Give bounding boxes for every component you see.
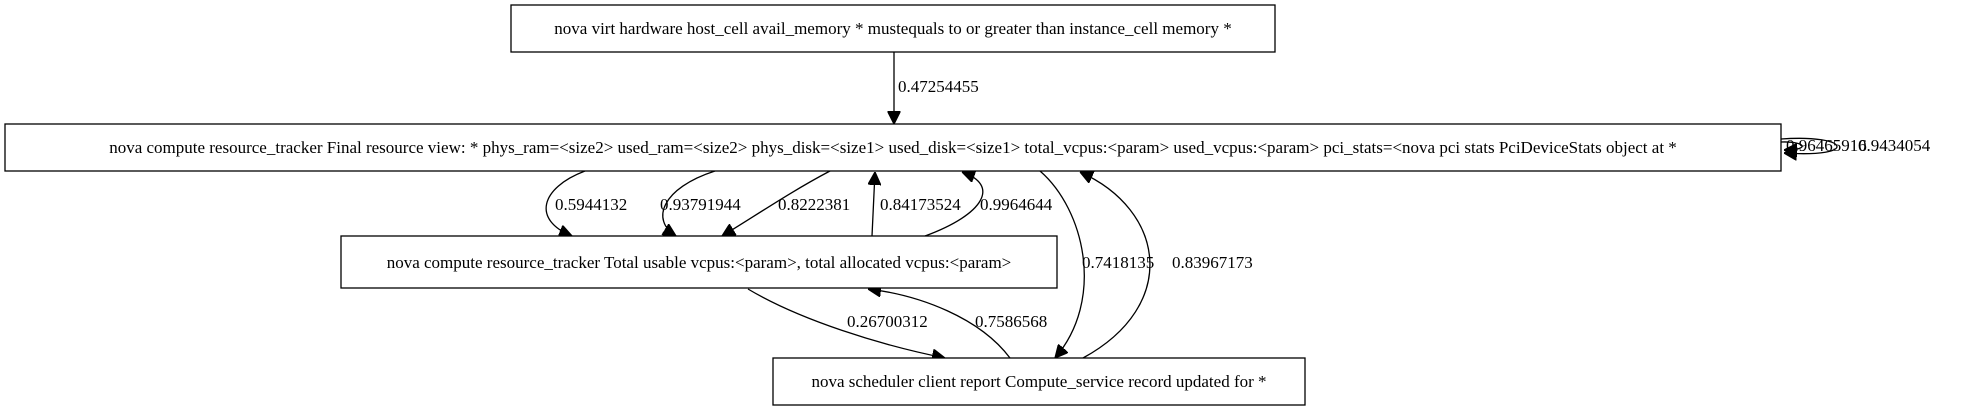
edge-label: 0.83967173	[1172, 253, 1253, 272]
node-label: nova compute resource_tracker Total usab…	[387, 253, 1012, 272]
edge-label: 0.26700312	[847, 312, 928, 331]
edge-label: 0.7418135	[1082, 253, 1154, 272]
edge-label: 0.96465916	[1786, 136, 1867, 155]
edge-scheduler-to-usable: 0.7586568	[868, 289, 1047, 359]
edge-final-to-usable-3: 0.8222381	[722, 170, 850, 236]
edge-scheduler-to-final: 0.83967173	[1080, 172, 1253, 359]
edge-label: 0.5944132	[555, 195, 627, 214]
edge-final-to-scheduler: 0.7418135	[1039, 170, 1154, 358]
edge-usable-to-scheduler: 0.26700312	[747, 288, 945, 358]
node-final-resource-view: nova compute resource_tracker Final reso…	[4, 123, 1782, 172]
edge-usable-to-final-2: 0.9964644	[924, 172, 1053, 237]
edge-label: 0.9434054	[1858, 136, 1931, 155]
edge-usable-to-final-1: 0.84173524	[872, 172, 961, 237]
edge-final-self-loop-2: 0.9434054	[1780, 136, 1931, 155]
node-avail-memory: nova virt hardware host_cell avail_memor…	[510, 4, 1276, 53]
node-scheduler-report: nova scheduler client report Compute_ser…	[772, 357, 1306, 406]
node-total-usable-vcpus: nova compute resource_tracker Total usab…	[340, 235, 1058, 289]
node-label: nova virt hardware host_cell avail_memor…	[554, 19, 1231, 38]
edge-final-to-usable-1: 0.5944132	[545, 170, 627, 236]
edge-avail-to-final: 0.47254455	[894, 52, 979, 124]
edge-label: 0.47254455	[898, 77, 979, 96]
edge-label: 0.8222381	[778, 195, 850, 214]
node-label: nova scheduler client report Compute_ser…	[811, 372, 1266, 391]
node-label: nova compute resource_tracker Final reso…	[109, 138, 1677, 157]
edge-final-to-usable-2: 0.93791944	[660, 170, 741, 236]
edge-label: 0.84173524	[880, 195, 961, 214]
edge-label: 0.9964644	[980, 195, 1053, 214]
edge-label: 0.7586568	[975, 312, 1047, 331]
edge-label: 0.93791944	[660, 195, 741, 214]
